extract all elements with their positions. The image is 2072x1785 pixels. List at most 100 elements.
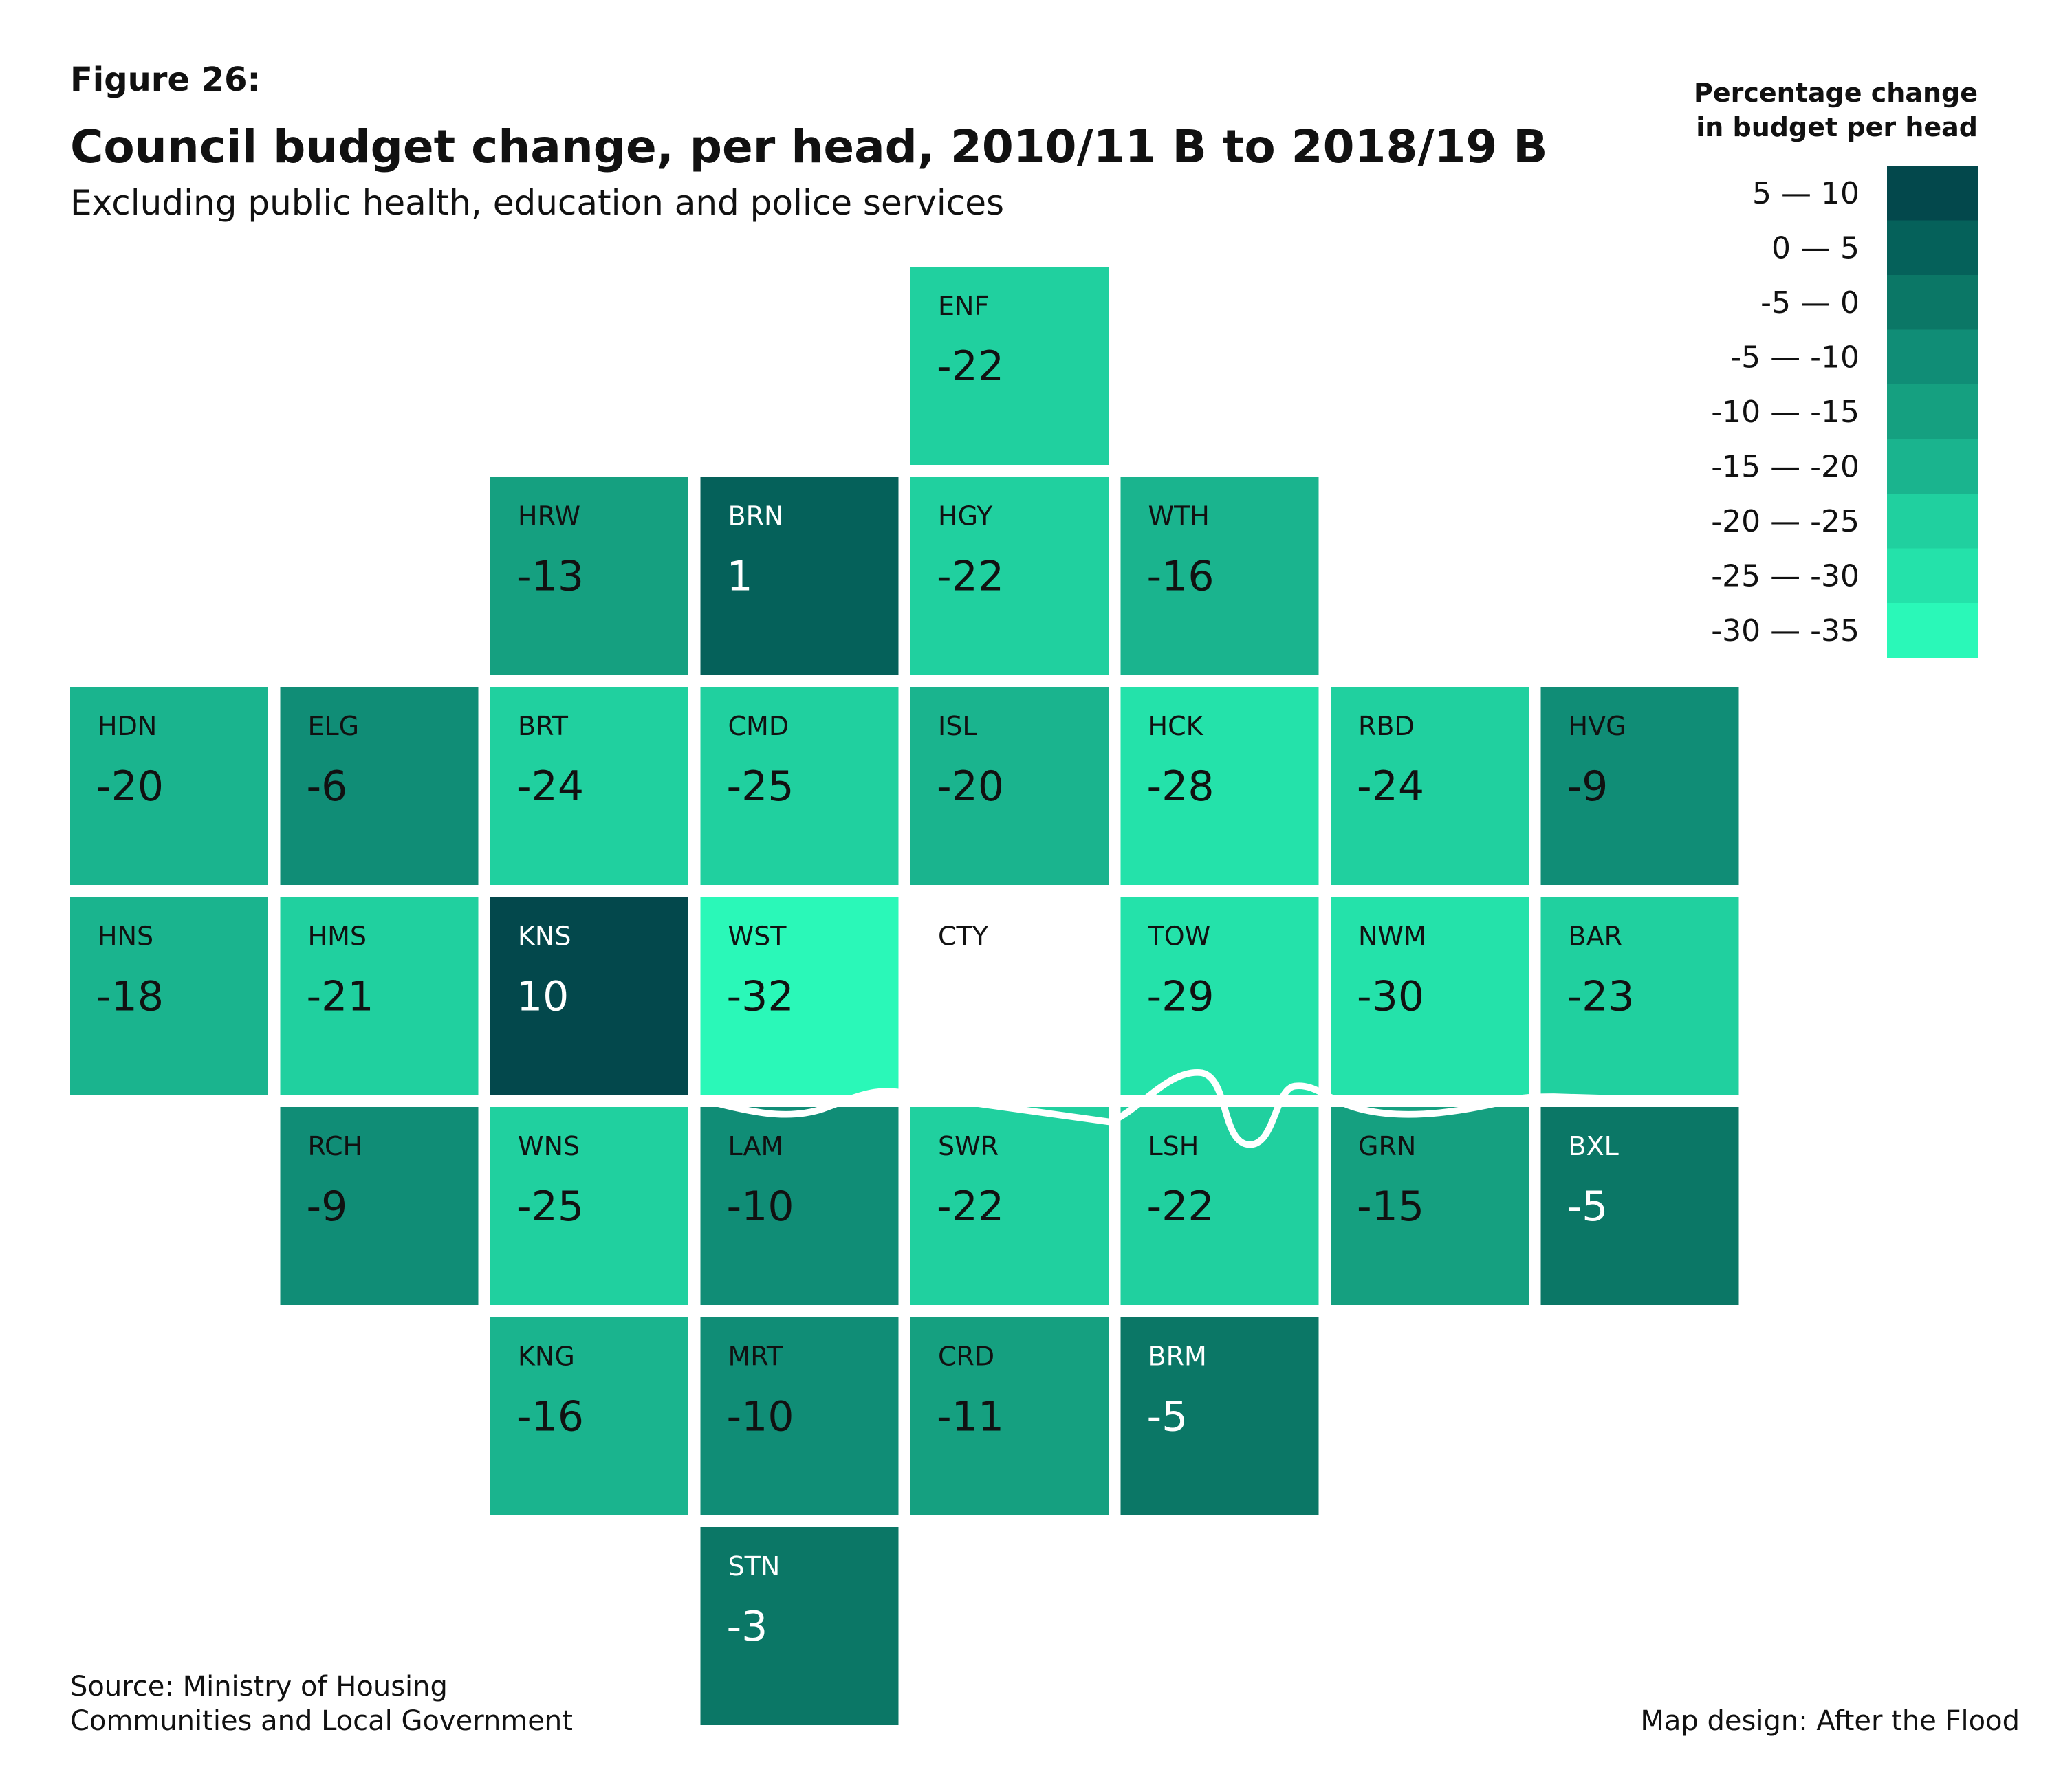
tile [1120,1107,1319,1305]
tile [910,1107,1109,1305]
tile-code: BRN [728,501,784,532]
tile-code: BXL [1569,1131,1619,1161]
legend-label: -5 — -10 [1730,340,1860,375]
legend-label: -20 — -25 [1711,504,1860,539]
tile-code: LAM [728,1131,784,1161]
tile-code: HRW [518,501,580,532]
tile-value: -13 [516,553,584,601]
tile-value: -25 [727,763,794,811]
tile [1120,687,1319,885]
tile-value: -22 [1147,1183,1214,1231]
tile-code: BAR [1569,921,1622,952]
tile-code: ELG [308,711,360,741]
figure-label: Figure 26: [70,61,261,99]
tile-code: WNS [518,1131,580,1161]
tile-value: -21 [307,973,374,1021]
tile-value: -9 [307,1183,348,1231]
tile [280,897,479,1095]
chart-subtitle: Excluding public health, education and p… [70,183,1004,223]
tile [1120,897,1319,1095]
tile [70,897,268,1095]
tile [910,1317,1109,1515]
tile-code: HVG [1569,711,1626,741]
tile-code: HDN [98,711,157,741]
tile-value: -32 [727,973,794,1021]
tile-value: -22 [937,553,1004,601]
tile [1540,687,1739,885]
tile-value: -5 [1567,1183,1608,1231]
tile-value: -15 [1357,1183,1424,1231]
tile-code: BRM [1148,1342,1207,1372]
tile [910,267,1109,465]
legend-swatch [1887,329,1978,385]
tile-code: WST [728,921,787,952]
tile-value: -30 [1357,973,1424,1021]
tile-value: -24 [516,763,584,811]
tile-value: -22 [937,342,1004,391]
legend-label: -15 — -20 [1711,450,1860,485]
tile-value: -5 [1147,1393,1188,1441]
tile-code: HGY [938,501,993,532]
source: Source: Ministry of Housing [70,1671,448,1702]
tile [490,1107,688,1305]
tile-code: KNG [518,1342,575,1372]
tile-value: -28 [1147,763,1214,811]
tile-code: MRT [728,1342,783,1372]
tile [910,477,1109,675]
tile-value: -22 [937,1183,1004,1231]
tile-code: LSH [1148,1131,1199,1161]
legend-swatch [1887,220,1978,276]
tile-value: -25 [516,1183,584,1231]
tile [280,1107,479,1305]
tile-map: ENF -22 HRW -13 BRN 1 HGY -22 WTH -16 HDN -20 ELG -6 B… [70,267,1739,1725]
tile-code: CMD [728,711,789,741]
legend-swatch [1887,275,1978,330]
legend-title: Percentage change [1694,78,1978,108]
tile [490,477,688,675]
tile [1120,1317,1319,1515]
tile-code: STN [728,1551,781,1581]
tile-value: -11 [937,1393,1004,1441]
tile [700,897,899,1095]
tile-value: -3 [727,1603,768,1651]
tile-code: BRT [518,711,569,741]
tile [1331,687,1529,885]
tile-code: NWM [1358,921,1426,952]
tile [1331,1107,1529,1305]
credit: Map design: After the Flood [1640,1705,2020,1737]
tile [1540,1107,1739,1305]
tile-code: WTH [1148,501,1210,532]
tile-value: -6 [307,763,348,811]
tile-value: 10 [516,973,569,1021]
legend-title: in budget per head [1696,112,1978,142]
tile [1540,897,1739,1095]
tile-value: -23 [1567,973,1635,1021]
tile-value: -20 [937,763,1004,811]
tile-code: GRN [1358,1131,1416,1161]
tile-code: CRD [938,1342,994,1372]
legend-swatch [1887,384,1978,439]
tile [700,1527,899,1725]
river [689,1069,1743,1148]
tile [70,687,268,885]
tile-value: -10 [727,1393,794,1441]
tile [490,1317,688,1515]
legend-swatch [1887,166,1978,221]
chart-title: Council budget change, per head, 2010/11… [70,120,1548,173]
legend-label: -10 — -15 [1711,395,1860,430]
legend: 5 — 10 0 — 5 -5 — 0 -5 — -10 -10 — -15 -15 — … [1711,166,1978,658]
tile [700,1317,899,1515]
tile [700,477,899,675]
tile-code: TOW [1148,921,1211,952]
tile-value: -16 [516,1393,584,1441]
legend-swatch [1887,603,1978,658]
river-line [689,1069,1743,1148]
tile-value: -29 [1147,973,1214,1021]
legend-label: -25 — -30 [1711,559,1860,594]
tile-value: -16 [1147,553,1214,601]
tile [490,897,688,1095]
tile-code: KNS [518,921,571,952]
tile-code: CTY [938,921,989,952]
tile-code: RBD [1358,711,1415,741]
